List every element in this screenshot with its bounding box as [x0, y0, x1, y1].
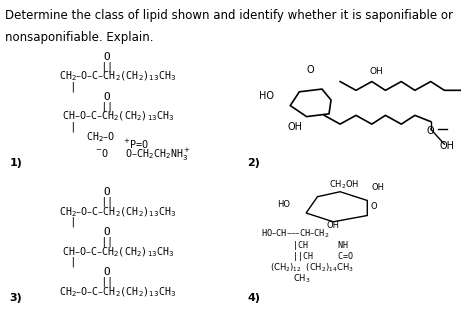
- Text: CH$_2$–O–C–CH$_2$(CH$_2$)$_{13}$CH$_3$: CH$_2$–O–C–CH$_2$(CH$_2$)$_{13}$CH$_3$: [59, 285, 177, 299]
- Text: (CH$_2$)$_{12}$  (CH$_2$)$_{14}$CH$_3$: (CH$_2$)$_{12}$ (CH$_2$)$_{14}$CH$_3$: [270, 262, 354, 274]
- Text: CH$_2$–O–C–CH$_2$(CH$_2$)$_{13}$CH$_3$: CH$_2$–O–C–CH$_2$(CH$_2$)$_{13}$CH$_3$: [59, 70, 177, 83]
- Text: OH: OH: [439, 141, 454, 151]
- Text: ||: ||: [100, 237, 113, 247]
- Text: HO: HO: [258, 91, 273, 101]
- Text: 2): 2): [247, 158, 260, 168]
- Text: OH: OH: [369, 67, 383, 76]
- Text: O: O: [103, 227, 110, 237]
- Text: CH$_2$OH: CH$_2$OH: [329, 179, 360, 192]
- Text: nonsaponifiable. Explain.: nonsaponifiable. Explain.: [5, 31, 153, 44]
- Text: O: O: [103, 187, 110, 197]
- Text: O: O: [427, 126, 435, 136]
- Text: CH–O–C–CH$_2$(CH$_2$)$_{13}$CH$_3$: CH–O–C–CH$_2$(CH$_2$)$_{13}$CH$_3$: [62, 110, 174, 123]
- Text: Determine the class of lipid shown and identify whether it is saponifiable or: Determine the class of lipid shown and i…: [5, 9, 453, 22]
- Text: $^{-}$O   O–CH$_2$CH$_2$NH$_3^+$: $^{-}$O O–CH$_2$CH$_2$NH$_3^+$: [95, 147, 191, 163]
- Text: O: O: [103, 267, 110, 277]
- Text: O: O: [307, 65, 314, 75]
- Text: OH: OH: [372, 184, 385, 193]
- Text: |: |: [69, 81, 76, 92]
- Text: CH–O–C–CH$_2$(CH$_2$)$_{13}$CH$_3$: CH–O–C–CH$_2$(CH$_2$)$_{13}$CH$_3$: [62, 245, 174, 259]
- Text: |CH      NH: |CH NH: [292, 241, 347, 250]
- Text: ||: ||: [100, 61, 113, 72]
- Text: |: |: [69, 216, 76, 227]
- Text: HO–CH–––CH–CH$_2$: HO–CH–––CH–CH$_2$: [261, 228, 329, 240]
- Text: 4): 4): [247, 293, 260, 303]
- Text: ||: ||: [100, 277, 113, 287]
- Text: 1): 1): [9, 158, 22, 168]
- Text: ||: ||: [100, 101, 113, 112]
- Text: ||: ||: [100, 197, 113, 207]
- Text: 3): 3): [9, 293, 22, 303]
- Text: |: |: [69, 257, 76, 267]
- Text: $^{+}$P=O: $^{+}$P=O: [123, 138, 148, 151]
- Text: HO: HO: [277, 200, 290, 209]
- Text: |: |: [69, 122, 76, 132]
- Text: OH: OH: [287, 122, 302, 132]
- Text: CH$_2$–O: CH$_2$–O: [86, 130, 116, 144]
- Text: CH$_3$: CH$_3$: [292, 273, 310, 286]
- Text: O: O: [103, 51, 110, 61]
- Text: ||CH     C=O: ||CH C=O: [292, 252, 353, 261]
- Text: O: O: [103, 91, 110, 102]
- Text: CH$_2$–O–C–CH$_2$(CH$_2$)$_{13}$CH$_3$: CH$_2$–O–C–CH$_2$(CH$_2$)$_{13}$CH$_3$: [59, 205, 177, 219]
- Text: OH: OH: [327, 221, 340, 230]
- Text: O: O: [371, 202, 377, 211]
